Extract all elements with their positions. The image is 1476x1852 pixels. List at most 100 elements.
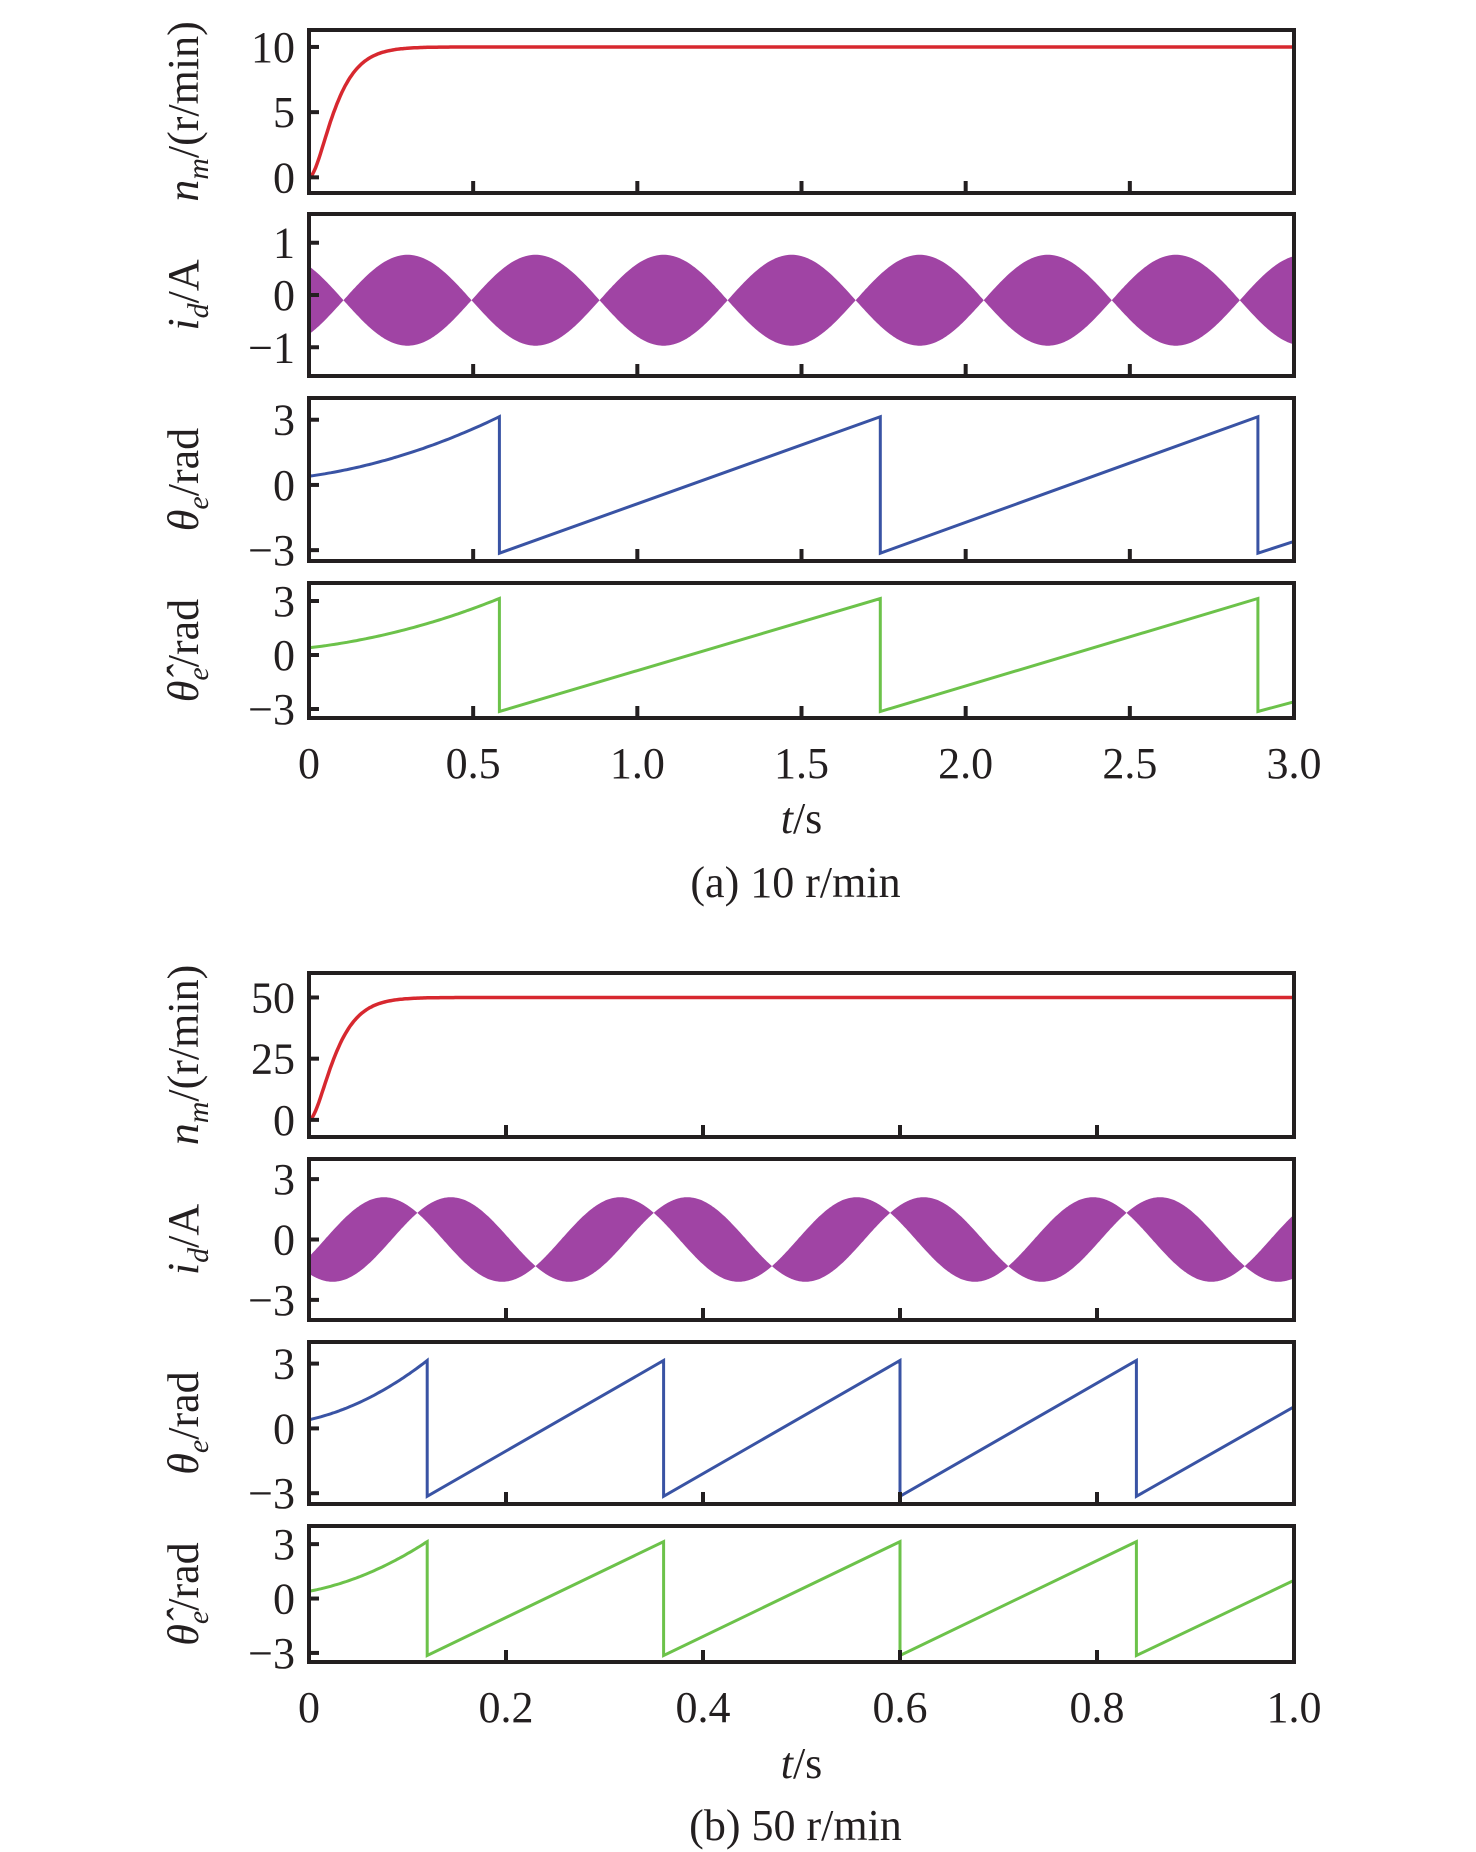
- panel-frame: [307, 28, 1296, 195]
- y-tick-label: 10: [251, 23, 295, 72]
- y-label-symbol: n: [159, 1123, 208, 1145]
- panel-electrical-angle: −3 0 3 θe/rad: [159, 1340, 1296, 1518]
- y-label-symbol: θ: [159, 510, 208, 532]
- x-tick-label: 0.8: [1070, 1683, 1125, 1732]
- y-axis-label: id/A: [159, 1204, 215, 1275]
- y-axis-label: θe/rad: [159, 1371, 215, 1474]
- y-tick-label: −1: [248, 323, 295, 372]
- y-tick-label: −3: [248, 1469, 295, 1518]
- y-tick-label: 3: [273, 577, 295, 626]
- y-label-unit: /rad: [159, 1371, 208, 1439]
- plot-area: [309, 995, 1294, 1122]
- x-tick-label: 0: [298, 739, 320, 788]
- y-tick-label: 0: [273, 1096, 295, 1145]
- subfigure-caption: (b) 50 r/min: [689, 1801, 902, 1850]
- y-tick-label: 3: [273, 1520, 295, 1569]
- y-tick-label: 0: [273, 271, 295, 320]
- y-tick-label: 3: [273, 396, 295, 445]
- y-tick-label: 0: [273, 1575, 295, 1624]
- subfigure-a: 0510nm/(r/min)−101id/A−303θe/rad−303θ̂e/…: [159, 21, 1322, 907]
- y-tick-label: 0: [273, 1404, 295, 1453]
- y-label-symbol: n: [159, 180, 208, 202]
- plot-area: [309, 1538, 1294, 1658]
- y-label-subscript: e: [182, 496, 215, 509]
- y-label-symbol: i: [159, 1263, 208, 1275]
- y-label-unit: /rad: [159, 1542, 208, 1610]
- y-tick-label: 50: [251, 973, 295, 1022]
- y-axis-label: θ̂e/rad: [159, 599, 215, 702]
- y-axis-label: θe/rad: [159, 428, 215, 531]
- x-tick-label: 0.6: [873, 1683, 928, 1732]
- panel-electrical-angle: −3 0 3 θe/rad: [159, 396, 1296, 575]
- y-tick-label: 0: [273, 1216, 295, 1265]
- speed-line: [309, 45, 1294, 179]
- y-tick-label: 0: [273, 631, 295, 680]
- x-tick-label: 0.2: [479, 1683, 534, 1732]
- x-label-symbol: t: [781, 1739, 795, 1788]
- y-label-subscript: e: [182, 1611, 215, 1624]
- plot-area: [309, 414, 1294, 556]
- y-label-unit: /rad: [159, 428, 208, 496]
- y-label-unit: /A: [159, 1204, 208, 1248]
- panel-d-axis-current: −101 id/A: [159, 212, 1296, 378]
- x-axis-label: t/s: [781, 794, 823, 843]
- y-tick-label: 3: [273, 1155, 295, 1204]
- y-label-unit: /(r/min): [159, 965, 208, 1102]
- x-label-symbol: t: [781, 794, 795, 843]
- x-tick-label: 0: [298, 1683, 320, 1732]
- plot-area: [309, 45, 1294, 179]
- y-label-unit: /A: [159, 259, 208, 303]
- y-tick-label: 1: [273, 219, 295, 268]
- panel-speed: 0 5 10 nm/(r/min): [159, 21, 1296, 202]
- y-tick-label: 0: [273, 153, 295, 202]
- y-label-symbol: θ: [159, 1453, 208, 1475]
- speed-line: [309, 995, 1294, 1122]
- y-label-subscript: d: [182, 1247, 215, 1263]
- panel-frame: [307, 581, 1296, 720]
- panel-speed: 0 25 50 nm/(r/min): [159, 965, 1296, 1146]
- angle-line: [309, 596, 1294, 714]
- y-label-subscript: d: [182, 302, 215, 318]
- angle-line: [309, 1538, 1294, 1658]
- y-axis-label: id/A: [159, 259, 215, 330]
- panel-estimated-electrical-angle: −3 0 3 θ̂e/rad: [159, 1520, 1296, 1678]
- y-tick-label: −3: [248, 685, 295, 734]
- subfigure-caption: (a) 10 r/min: [690, 858, 900, 907]
- y-label-subscript: m: [182, 158, 215, 180]
- y-axis-label: nm/(r/min): [159, 965, 215, 1146]
- y-label-unit: /(r/min): [159, 21, 208, 158]
- y-tick-label: 5: [273, 88, 295, 137]
- x-tick-label: 1.0: [610, 739, 665, 788]
- panel-d-axis-current: −3 0 3 id/A: [159, 1155, 1296, 1325]
- current-band: [309, 254, 1294, 346]
- plot-area: [309, 1197, 1294, 1282]
- panel-frame: [307, 1524, 1296, 1664]
- y-tick-label: −3: [248, 1629, 295, 1678]
- y-tick-label: 3: [273, 1340, 295, 1389]
- y-tick-label: −3: [248, 1276, 295, 1325]
- y-label-subscript: e: [182, 667, 215, 680]
- panel-frame: [307, 1340, 1296, 1506]
- angle-line: [309, 1357, 1294, 1499]
- x-tick-label: 0.4: [676, 1683, 731, 1732]
- x-tick-label: 1.5: [774, 739, 829, 788]
- x-tick-label: 0.5: [446, 739, 501, 788]
- y-label-subscript: m: [182, 1102, 215, 1124]
- y-tick-label: −3: [248, 526, 295, 575]
- x-label-unit: /s: [793, 794, 822, 843]
- x-tick-label: 3.0: [1267, 739, 1322, 788]
- x-tick-label: 2.5: [1102, 739, 1157, 788]
- plot-area: [309, 596, 1294, 714]
- y-tick-label: 25: [251, 1035, 295, 1084]
- y-label-subscript: e: [182, 1440, 215, 1453]
- x-axis-label: t/s: [781, 1739, 823, 1788]
- y-label-unit: /rad: [159, 599, 208, 667]
- plot-area: [309, 1357, 1294, 1499]
- panel-frame: [307, 971, 1296, 1139]
- y-axis-label: nm/(r/min): [159, 21, 215, 202]
- panel-estimated-electrical-angle: −3 0 3 θ̂e/rad: [159, 577, 1296, 734]
- plot-area: [309, 254, 1294, 346]
- x-tick-label: 1.0: [1267, 1683, 1322, 1732]
- y-tick-label: 0: [273, 461, 295, 510]
